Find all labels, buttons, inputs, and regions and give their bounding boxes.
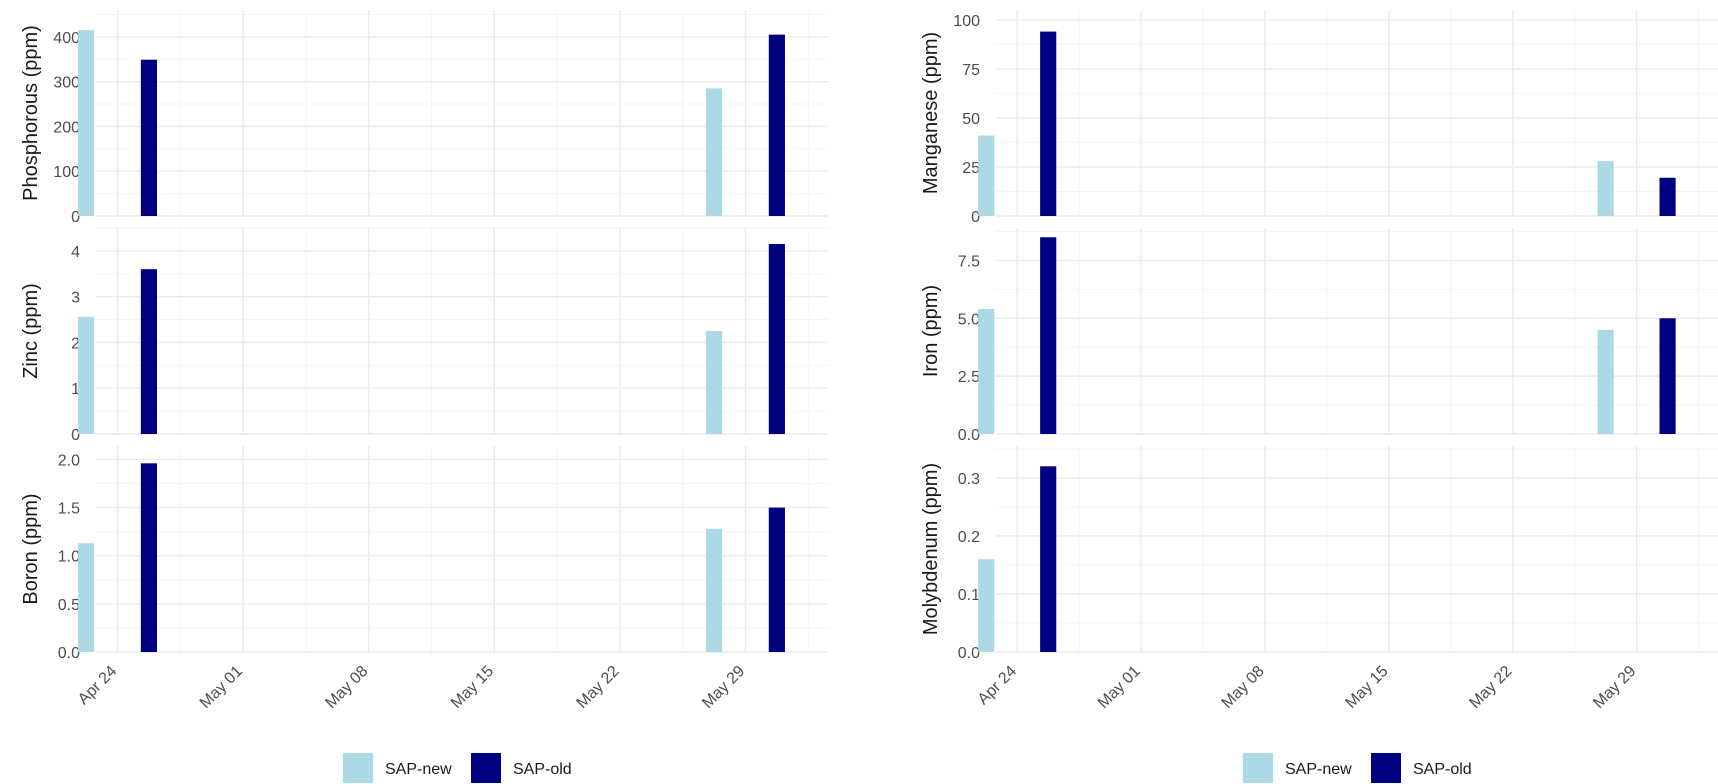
y-tick-label: 2.5 (958, 369, 980, 386)
legend-swatch (343, 753, 373, 783)
y-axis-label: Manganese (ppm) (920, 32, 942, 194)
y-tick-label: 0.2 (958, 529, 980, 546)
bar-sap-old (1040, 466, 1057, 652)
y-tick-label: 0 (71, 209, 80, 226)
bar-sap-old (768, 507, 785, 652)
bar-sap-old (1040, 31, 1057, 217)
y-tick-label: 200 (53, 119, 80, 136)
panel-right-bottom: 0.0 0.1 0.2 0.3 Molybdenum (ppm) (920, 446, 1718, 662)
x-tick-label: May 15 (1343, 663, 1392, 712)
legend-swatch (1243, 753, 1273, 783)
legend-label: SAP-new (1285, 761, 1352, 778)
y-tick-label: 7.5 (958, 253, 980, 270)
x-tick-label: May 01 (1095, 663, 1144, 712)
bar-sap-old (140, 269, 157, 434)
y-tick-label: 1.0 (58, 549, 80, 566)
bar-sap-old (1659, 318, 1676, 434)
y-axis-label: Boron (ppm) (20, 493, 42, 604)
bar-sap-old (1659, 177, 1676, 216)
x-tick-label: May 01 (197, 663, 246, 712)
y-tick-label: 2.0 (58, 452, 80, 469)
bar-sap-new (1597, 329, 1614, 434)
panel-right-middle: 0.0 2.5 5.0 7.5 Iron (ppm) (920, 228, 1718, 444)
legend-right: SAP-new SAP-old (1243, 753, 1472, 783)
bar-sap-new (706, 331, 723, 434)
y-tick-label: 1 (71, 381, 80, 398)
legend-swatch (1371, 753, 1401, 783)
y-axis-label: Phosphorous (ppm) (20, 25, 42, 201)
bar-sap-new (978, 135, 995, 216)
bar-sap-new (78, 316, 95, 434)
x-tick-label: May 08 (322, 663, 371, 712)
bar-sap-new (706, 528, 723, 652)
legend-label: SAP-old (1413, 761, 1472, 778)
x-tick-label: May 22 (1466, 663, 1515, 712)
legend-swatch (471, 753, 501, 783)
bar-sap-old (140, 463, 157, 652)
x-axis-right: Apr 24 May 01 May 08 May 15 May 22 May 29 (975, 663, 1640, 712)
bar-sap-new (706, 88, 723, 216)
bar-sap-new (1597, 161, 1614, 216)
y-tick-label: 100 (953, 13, 980, 30)
bar-sap-old (1040, 237, 1057, 434)
y-tick-label: 25 (962, 160, 980, 177)
x-axis-left: Apr 24 May 01 May 08 May 15 May 22 May 29 (75, 663, 748, 712)
x-tick-label: May 15 (448, 663, 497, 712)
bar-sap-old (140, 59, 157, 216)
bar-sap-new (978, 559, 995, 652)
y-axis-label: Zinc (ppm) (20, 283, 42, 379)
bar-sap-new (978, 309, 995, 434)
x-tick-label: May 08 (1219, 663, 1268, 712)
y-tick-label: 50 (962, 111, 980, 128)
y-tick-label: 0 (71, 427, 80, 444)
y-tick-label: 5.0 (958, 311, 980, 328)
x-tick-label: May 29 (1590, 663, 1639, 712)
y-tick-label: 0 (971, 209, 980, 226)
y-tick-label: 75 (962, 62, 980, 79)
x-tick-label: Apr 24 (75, 663, 120, 708)
bar-sap-old (768, 244, 785, 434)
panel-left-top: 0 100 200 300 400 Phosphorous (ppm) (20, 10, 828, 226)
panel-left-bottom: 0.0 0.5 1.0 1.5 2.0 Boron (ppm) (20, 446, 828, 662)
x-tick-label: Apr 24 (975, 663, 1020, 708)
y-tick-label: 0.3 (958, 471, 980, 488)
y-tick-label: 0.5 (58, 597, 80, 614)
legend-label: SAP-new (385, 761, 452, 778)
legend-label: SAP-old (513, 761, 572, 778)
y-tick-label: 0.0 (958, 427, 980, 444)
y-tick-label: 400 (53, 30, 80, 47)
y-tick-label: 0.0 (58, 645, 80, 662)
bar-sap-old (768, 34, 785, 217)
bar-sap-new (78, 543, 95, 652)
y-tick-label: 3 (71, 290, 80, 307)
y-tick-label: 2 (71, 335, 80, 352)
y-axis-label: Molybdenum (ppm) (920, 463, 942, 635)
y-tick-label: 0.0 (958, 645, 980, 662)
panel-left-middle: 0 1 2 3 4 Zinc (ppm) (20, 227, 828, 444)
bar-sap-new (78, 30, 95, 216)
y-axis-label: Iron (ppm) (920, 285, 942, 377)
y-tick-label: 300 (53, 75, 80, 92)
y-tick-label: 100 (53, 164, 80, 181)
panel-right-top: 0 25 50 75 100 Manganese (ppm) (920, 10, 1718, 226)
y-tick-label: 1.5 (58, 501, 80, 518)
legend-left: SAP-new SAP-old (343, 753, 572, 783)
y-tick-label: 0.1 (958, 587, 980, 604)
x-tick-label: May 22 (574, 663, 623, 712)
y-tick-label: 4 (71, 244, 80, 261)
x-tick-label: May 29 (699, 663, 748, 712)
